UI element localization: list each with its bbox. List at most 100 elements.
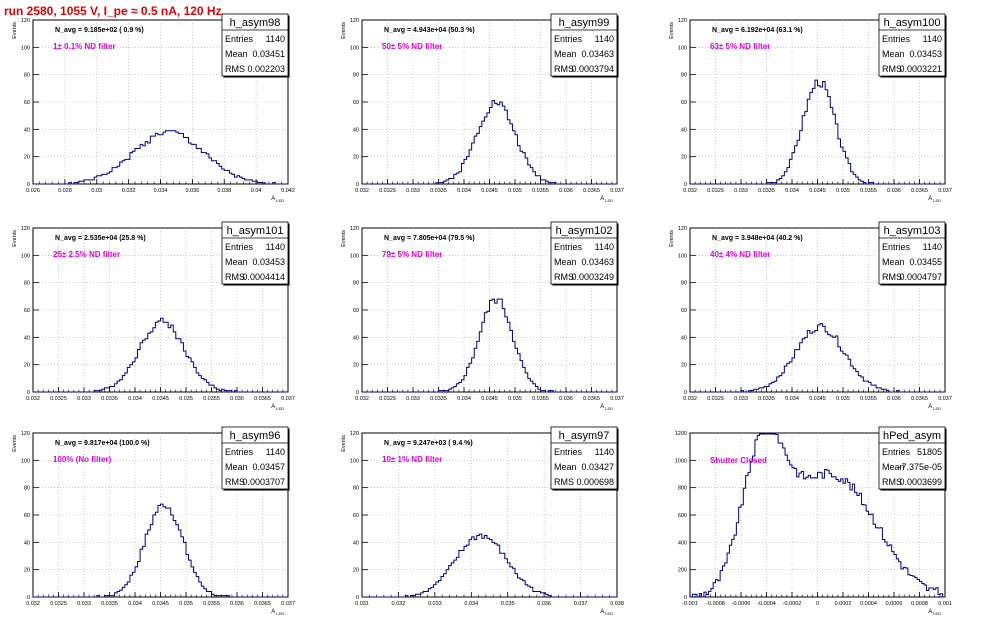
stats-value: 0.000698 [576, 477, 614, 487]
y-axis-label: Events [341, 22, 347, 39]
x-axis-label: ALED [928, 196, 941, 203]
y-tick-label: 80 [353, 73, 359, 79]
y-tick-label: 0 [27, 182, 30, 188]
stats-label: RMS [225, 477, 245, 487]
y-tick-label: 0 [27, 595, 30, 601]
filter-annotation: Shutter Closed [710, 456, 767, 465]
stats-label: RMS [225, 272, 245, 282]
n-avg-label: N_avg = 9.247e+03 ( 9.4 %) [384, 440, 473, 447]
histogram-title: h_asym99 [559, 17, 610, 29]
stats-label: RMS [882, 272, 902, 282]
stats-label: Mean [882, 49, 905, 59]
x-tick-label: 0.031 [355, 601, 369, 607]
y-tick-label: 40 [24, 127, 30, 133]
y-tick-label: 600 [678, 513, 687, 519]
y-axis-label: Events [12, 230, 18, 247]
n-avg-label: N_avg = 7.805e+04 (79.5 %) [384, 235, 475, 242]
y-tick-label: 40 [353, 540, 359, 546]
x-tick-label: 0.033 [428, 601, 442, 607]
stats-label: Entries [554, 34, 583, 44]
histogram-panel-h_asym101: 0.032 0.0325 0.033 0.0335 0.034 0.0345 0.035 0.… [12, 221, 295, 411]
y-tick-label: 100 [21, 458, 30, 464]
x-tick-label: 0.0365 [254, 396, 271, 402]
y-tick-label: 40 [353, 127, 359, 133]
y-tick-label: 120 [21, 431, 30, 437]
x-tick-label: 0.03 [91, 188, 102, 194]
x-tick-label: 0.0006 [886, 601, 903, 607]
x-tick-label: 0.034 [785, 396, 799, 402]
x-tick-label: 0.035 [508, 396, 522, 402]
x-tick-label: 0.033 [406, 396, 420, 402]
histogram-panel-h_asym98: 0.026 0.028 0.03 0.032 0.034 0.036 0.038 0.04 0.… [12, 13, 295, 203]
histogram-panel-h_asym99: 0.032 0.0325 0.033 0.0335 0.034 0.0345 0.035 0.… [341, 13, 624, 203]
stats-box [550, 13, 618, 77]
x-tick-label: 0.035 [508, 188, 522, 194]
y-tick-label: 120 [350, 18, 359, 24]
x-tick-label: 0.04 [251, 188, 262, 194]
y-tick-label: 1200 [675, 431, 687, 437]
stats-label: Mean [882, 257, 905, 267]
x-tick-label: 0.0355 [203, 601, 220, 607]
y-tick-label: 400 [678, 540, 687, 546]
x-tick-label: 0.0345 [481, 396, 498, 402]
n-avg-label: N_avg = 2.535e+04 (25.8 %) [55, 235, 146, 242]
histogram-panel-h_asym102: 0.032 0.0325 0.033 0.0335 0.034 0.0345 0.035 0.… [341, 221, 624, 411]
x-tick-label: 0.034 [785, 188, 799, 194]
stats-value: 0.0003707 [242, 477, 285, 487]
stats-value: 1140 [266, 242, 285, 252]
x-tick-label: 0 [816, 601, 819, 607]
y-tick-label: 40 [681, 127, 687, 133]
stats-box [221, 13, 289, 77]
y-tick-label: 100 [350, 45, 359, 51]
y-tick-label: 100 [350, 458, 359, 464]
x-tick-label: 0.032 [26, 601, 40, 607]
stats-box [550, 221, 618, 285]
histogram-line [362, 100, 617, 185]
y-tick-label: 120 [21, 226, 30, 232]
x-tick-label: 0.033 [77, 601, 91, 607]
y-tick-label: 100 [350, 253, 359, 259]
stats-label: RMS [882, 64, 902, 74]
x-tick-label: 0.0345 [152, 601, 169, 607]
x-tick-label: 0.035 [836, 396, 850, 402]
y-tick-label: 800 [678, 486, 687, 492]
stats-label: Entries [554, 447, 583, 457]
x-tick-label: 0.036 [230, 601, 244, 607]
y-tick-label: 80 [681, 73, 687, 79]
x-tick-label: 0.0325 [379, 396, 396, 402]
n-avg-label: N_avg = 3.948e+04 (40.2 %) [712, 235, 803, 242]
x-axis-label: ALED [271, 609, 284, 616]
x-tick-label: 0.037 [610, 188, 624, 194]
x-axis-label: ALED [271, 404, 284, 411]
filter-annotation: 25± 2.5% ND filter [53, 250, 120, 259]
filter-annotation: 100% (No filter) [53, 455, 112, 464]
stats-label: Entries [225, 242, 254, 252]
filter-annotation: 63± 5% ND filter [710, 42, 770, 51]
stats-label: Entries [225, 34, 254, 44]
y-tick-label: 80 [681, 281, 687, 287]
x-tick-label: 0.0325 [707, 188, 724, 194]
x-axis-label: ALED [600, 196, 613, 203]
stats-box [550, 426, 618, 490]
x-tick-label: 0.033 [734, 396, 748, 402]
stats-value: 1140 [923, 34, 942, 44]
x-axis-label: ALED [928, 609, 941, 616]
x-tick-label: 0.001 [938, 601, 952, 607]
stats-label: RMS [554, 64, 574, 74]
x-tick-label: 0.037 [938, 396, 952, 402]
histogram-title: h_asym98 [230, 17, 281, 29]
y-tick-label: 40 [24, 540, 30, 546]
stats-box [221, 221, 289, 285]
page-title: run 2580, 1055 V, I_pe ≈ 0.5 nA, 120 Hz [4, 4, 222, 18]
histogram-title: h_asym96 [230, 430, 281, 442]
histogram-line [690, 433, 945, 598]
stats-value: 0.03451 [252, 49, 285, 59]
x-tick-label: 0.033 [406, 188, 420, 194]
x-tick-label: 0.032 [122, 188, 136, 194]
y-tick-label: 40 [353, 335, 359, 341]
x-tick-label: 0.032 [392, 601, 406, 607]
x-tick-label: 0.032 [355, 396, 369, 402]
y-tick-label: 60 [353, 513, 359, 519]
x-tick-label: 0.0325 [379, 188, 396, 194]
y-tick-label: 0 [356, 390, 359, 396]
